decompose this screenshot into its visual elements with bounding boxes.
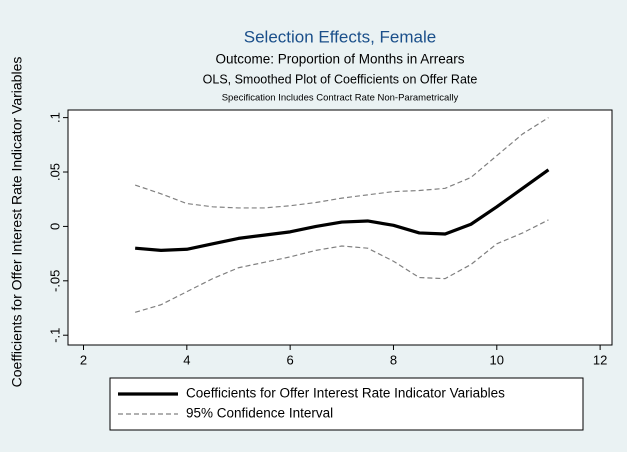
y-tick-label: -.1	[47, 328, 62, 343]
y-tick-label: .05	[47, 163, 62, 181]
x-tick-label: 12	[593, 352, 607, 367]
y-tick-label: 0	[47, 223, 62, 230]
series-line	[134, 117, 549, 209]
x-tick-label: 2	[80, 352, 87, 367]
chart-subtitle: OLS, Smoothed Plot of Coefficients on Of…	[203, 72, 478, 86]
x-tick-label: 4	[183, 352, 190, 367]
y-tick-label: -.05	[47, 270, 62, 292]
legend	[109, 377, 584, 431]
chart-subtitle: Outcome: Proportion of Months in Arrears	[215, 52, 464, 67]
series-line	[134, 219, 549, 313]
chart-title: Selection Effects, Female	[244, 27, 436, 46]
series-line	[135, 168, 550, 252]
x-tick-label: 10	[490, 352, 504, 367]
x-tick-label: 8	[390, 352, 397, 367]
plot-area	[67, 109, 613, 346]
y-axis-title: Coefficients for Offer Interest Rate Ind…	[9, 57, 25, 388]
chart-note: Specification Includes Contract Rate Non…	[222, 93, 459, 104]
x-tick-label: 6	[287, 352, 294, 367]
legend-label: Coefficients for Offer Interest Rate Ind…	[186, 386, 505, 401]
y-tick-label: .1	[47, 112, 62, 123]
legend-label: 95% Confidence Interval	[186, 406, 333, 421]
